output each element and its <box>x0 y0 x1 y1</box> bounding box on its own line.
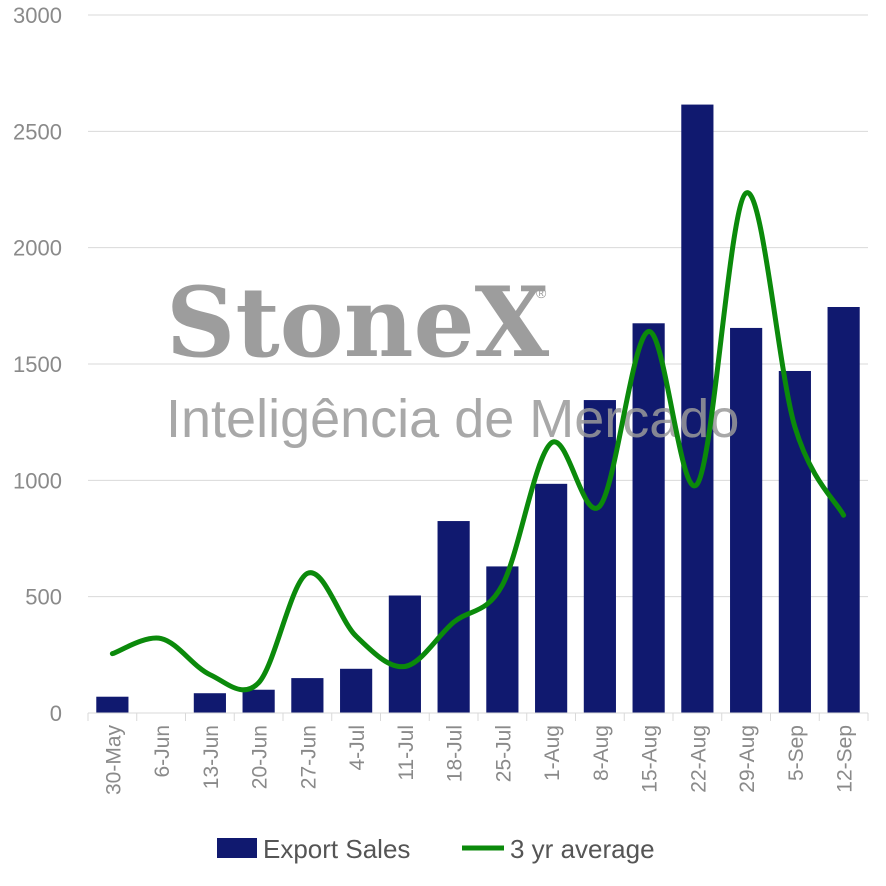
legend-3yr-average-label: 3 yr average <box>510 834 655 864</box>
x-tick-label: 11-Jul <box>395 725 418 781</box>
x-tick-label: 4-Jul <box>346 725 369 771</box>
bar-export-sales <box>388 595 421 713</box>
bar-export-sales <box>96 696 129 713</box>
x-tick-label: 15-Aug <box>639 725 662 793</box>
y-tick-label: 2500 <box>13 119 62 144</box>
x-tick-label: 22-Aug <box>687 725 710 793</box>
bar-export-sales <box>583 400 616 713</box>
legend: Export Sales 3 yr average <box>217 834 655 864</box>
line-3yr-average <box>109 190 847 693</box>
bar-export-sales <box>340 668 373 713</box>
y-tick-label: 1000 <box>13 468 62 493</box>
x-tick-label: 1-Aug <box>541 725 564 781</box>
x-tick-label: 20-Jun <box>249 725 272 789</box>
bar-export-sales <box>486 566 519 713</box>
y-tick-label: 0 <box>50 701 62 726</box>
x-tick-label: 5-Sep <box>785 725 808 781</box>
y-tick-label: 2000 <box>13 236 62 261</box>
watermark-brand: StoneX <box>166 266 550 379</box>
bar-export-sales <box>632 323 665 713</box>
three-yr-average-line <box>109 190 847 693</box>
export-sales-bars <box>96 104 860 714</box>
legend-export-sales-label: Export Sales <box>263 834 410 864</box>
bar-export-sales <box>242 689 275 713</box>
legend-export-sales-swatch <box>217 838 257 858</box>
x-tick-label: 6-Jun <box>151 725 174 778</box>
x-tick-label: 30-May <box>102 725 125 796</box>
y-tick-label: 500 <box>25 585 62 610</box>
bar-export-sales <box>827 306 860 713</box>
x-tick-label: 12-Sep <box>834 725 857 793</box>
y-axis-ticks: 0 500 1000 1500 2000 2500 3000 <box>13 3 62 726</box>
gridlines <box>88 14 868 714</box>
y-tick-label: 1500 <box>13 352 62 377</box>
x-tick-label: 18-Jul <box>444 725 467 782</box>
stonex-watermark: StoneX ® Inteligência de Mercado <box>166 266 739 449</box>
x-tick-label: 8-Aug <box>590 725 613 781</box>
watermark-registered-mark: ® <box>536 285 547 301</box>
bar-export-sales <box>193 693 226 713</box>
x-tick-label: 25-Jul <box>492 725 515 782</box>
x-tick-label: 27-Jun <box>297 725 320 789</box>
x-tick-label: 29-Aug <box>736 725 759 793</box>
bar-export-sales <box>681 104 714 714</box>
x-axis-ticks: 30-May 6-Jun 13-Jun 20-Jun 27-Jun 4-Jul 11-Jul… <box>87 712 869 796</box>
watermark-tagline: Inteligência de Mercado <box>166 389 739 449</box>
bar-export-sales <box>535 483 568 713</box>
x-tick-label: 13-Jun <box>200 725 223 789</box>
bar-export-sales <box>730 327 763 713</box>
bar-export-sales <box>291 678 324 713</box>
y-tick-label: 3000 <box>13 3 62 28</box>
